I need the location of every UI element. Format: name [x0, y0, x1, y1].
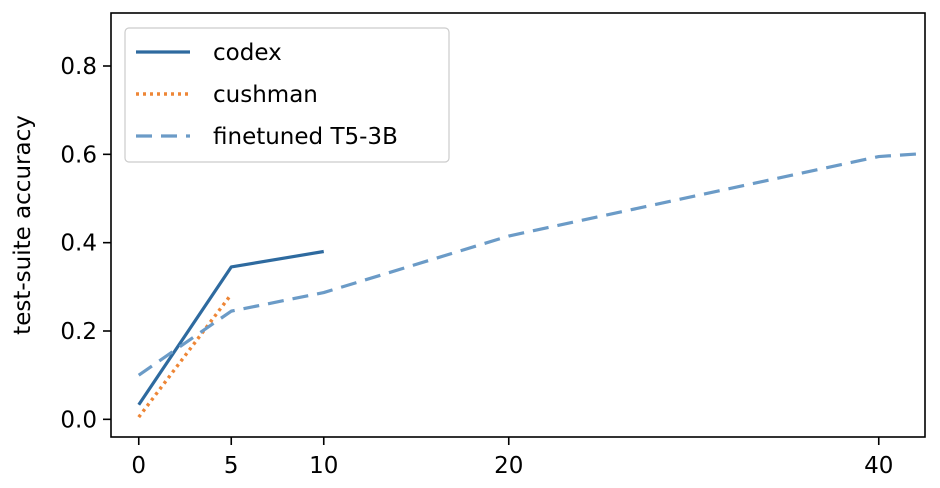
x-tick-label: 10 — [309, 453, 338, 479]
legend-box — [124, 27, 450, 163]
y-tick-label: 0.4 — [60, 231, 97, 257]
y-tick-label: 0.8 — [60, 54, 97, 80]
x-tick-label: 20 — [494, 453, 523, 479]
x-tick-label: 5 — [224, 453, 239, 479]
legend-label-finetuned-t5-3b: finetuned T5-3B — [213, 124, 398, 150]
series-line-cushman — [137, 293, 233, 419]
y-tick-label: 0.6 — [60, 142, 97, 168]
y-axis-label: test-suite accuracy — [10, 115, 36, 335]
legend-label-codex: codex — [213, 40, 282, 66]
x-tick-label: 0 — [131, 453, 146, 479]
legend-label-cushman: cushman — [213, 82, 318, 108]
series-layer — [137, 151, 926, 419]
x-axis: 0 5 10 20 40 — [131, 437, 893, 479]
y-tick-label: 0.0 — [60, 407, 97, 433]
y-axis: 0.0 0.2 0.4 0.6 0.8 — [60, 54, 111, 433]
series-line-finetuned-t5-3b — [137, 151, 926, 377]
legend: codex cushman finetuned T5-3B — [124, 27, 450, 163]
plot-frame — [110, 12, 926, 438]
series-line-codex — [137, 249, 325, 406]
x-tick-label: 40 — [864, 453, 893, 479]
legend-items: codex cushman finetuned T5-3B — [136, 40, 398, 150]
y-tick-label: 0.2 — [60, 319, 97, 345]
